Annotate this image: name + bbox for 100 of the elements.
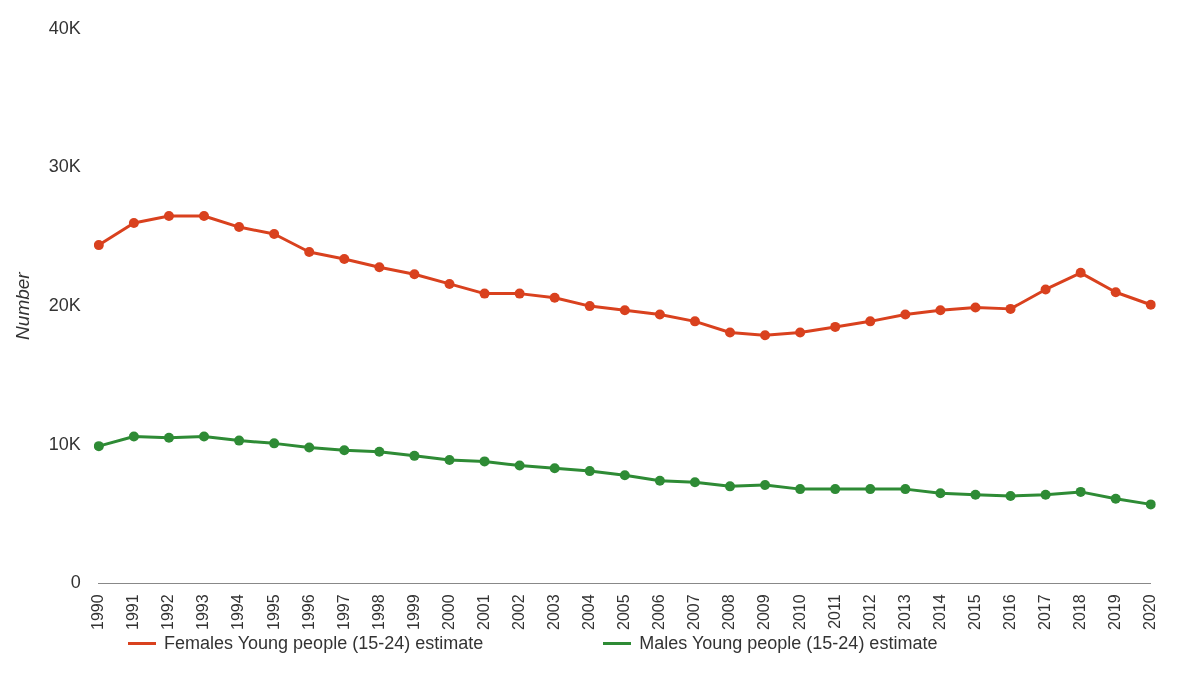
legend-label: Males Young people (15-24) estimate bbox=[639, 633, 938, 654]
x-tick-label: 2010 bbox=[790, 594, 808, 630]
point bbox=[409, 269, 420, 280]
point bbox=[549, 463, 560, 474]
x-tick-label: 2006 bbox=[650, 594, 668, 630]
x-tick-label: 2007 bbox=[685, 594, 703, 630]
y-tick-label: 20K bbox=[48, 295, 81, 316]
point bbox=[444, 455, 455, 466]
point bbox=[760, 479, 771, 490]
x-tick-label: 2005 bbox=[615, 594, 633, 630]
point bbox=[374, 262, 385, 273]
point bbox=[830, 321, 841, 332]
x-tick-label: 2019 bbox=[1106, 594, 1124, 630]
x-tick-label: 1991 bbox=[124, 594, 142, 630]
x-tick-label: 2016 bbox=[1000, 594, 1018, 630]
point bbox=[128, 431, 139, 442]
point bbox=[1005, 303, 1016, 314]
x-tick-label: 2011 bbox=[825, 594, 843, 629]
x-tick-label: 2013 bbox=[895, 594, 913, 630]
point bbox=[970, 489, 981, 500]
point bbox=[760, 330, 771, 341]
x-tick-label: 1994 bbox=[229, 594, 247, 630]
point bbox=[584, 301, 595, 312]
y-tick-label: 40K bbox=[48, 17, 81, 38]
y-tick-label: 10K bbox=[48, 433, 81, 454]
point bbox=[128, 217, 139, 228]
point bbox=[1005, 491, 1016, 502]
x-tick-label: 1999 bbox=[404, 594, 422, 630]
x-tick-label: 2015 bbox=[965, 594, 983, 630]
point bbox=[795, 327, 806, 338]
x-tick-label: 1993 bbox=[194, 594, 212, 630]
point bbox=[654, 475, 665, 486]
point bbox=[1075, 267, 1086, 278]
point bbox=[619, 305, 630, 316]
point bbox=[549, 292, 560, 303]
point bbox=[304, 442, 315, 453]
point bbox=[970, 302, 981, 313]
point bbox=[339, 445, 350, 456]
point bbox=[935, 305, 946, 316]
point bbox=[689, 316, 700, 327]
point bbox=[93, 240, 104, 251]
x-tick-label: 2012 bbox=[860, 594, 878, 630]
point bbox=[1075, 486, 1086, 497]
point bbox=[725, 327, 736, 338]
point bbox=[409, 450, 420, 461]
x-tick-label: 1992 bbox=[159, 594, 177, 630]
point bbox=[654, 309, 665, 320]
point bbox=[865, 316, 876, 327]
point bbox=[269, 229, 280, 239]
point bbox=[234, 222, 245, 233]
x-tick-label: 2004 bbox=[580, 594, 598, 630]
point bbox=[339, 253, 350, 264]
point bbox=[199, 431, 210, 442]
point bbox=[1110, 493, 1121, 504]
x-tick-label: 2014 bbox=[930, 594, 948, 630]
point bbox=[900, 309, 911, 320]
x-tick-label: 1998 bbox=[369, 594, 387, 630]
point bbox=[619, 470, 630, 481]
point bbox=[725, 481, 736, 492]
point bbox=[900, 484, 911, 495]
point bbox=[689, 477, 700, 488]
y-tick-label: 0 bbox=[70, 572, 81, 593]
x-tick-label: 2002 bbox=[510, 594, 528, 630]
x-tick-label: 2017 bbox=[1036, 594, 1054, 630]
point bbox=[199, 210, 210, 221]
point bbox=[584, 466, 595, 477]
x-tick-label: 1996 bbox=[299, 594, 317, 630]
point bbox=[374, 446, 385, 457]
point bbox=[865, 484, 876, 495]
point bbox=[93, 441, 104, 452]
point bbox=[795, 484, 806, 495]
point bbox=[830, 484, 841, 495]
x-tick-label: 2008 bbox=[720, 594, 738, 630]
point bbox=[163, 210, 174, 221]
point bbox=[1145, 299, 1156, 310]
point bbox=[163, 432, 174, 443]
y-axis-title: Number bbox=[11, 271, 33, 340]
point bbox=[935, 488, 946, 499]
point bbox=[1040, 489, 1051, 500]
x-tick-label: 1990 bbox=[89, 594, 107, 630]
point bbox=[479, 456, 490, 467]
point bbox=[304, 247, 315, 258]
x-tick-label: 2003 bbox=[545, 594, 563, 630]
point bbox=[514, 460, 525, 471]
x-tick-label: 2020 bbox=[1141, 594, 1159, 630]
x-tick-label: 1997 bbox=[334, 594, 352, 630]
x-tick-label: 2000 bbox=[439, 594, 457, 630]
x-tick-label: 2009 bbox=[755, 594, 773, 630]
point bbox=[444, 278, 455, 289]
point bbox=[1145, 499, 1156, 510]
point bbox=[479, 288, 490, 299]
point bbox=[514, 288, 525, 299]
legend-label: Females Young people (15-24) estimate bbox=[164, 633, 484, 654]
point bbox=[1110, 287, 1121, 298]
y-tick-label: 30K bbox=[48, 156, 81, 177]
x-tick-label: 2018 bbox=[1071, 594, 1089, 630]
x-tick-label: 1995 bbox=[264, 594, 282, 630]
point bbox=[269, 438, 280, 449]
x-tick-label: 2001 bbox=[474, 594, 492, 630]
point bbox=[1040, 284, 1051, 295]
